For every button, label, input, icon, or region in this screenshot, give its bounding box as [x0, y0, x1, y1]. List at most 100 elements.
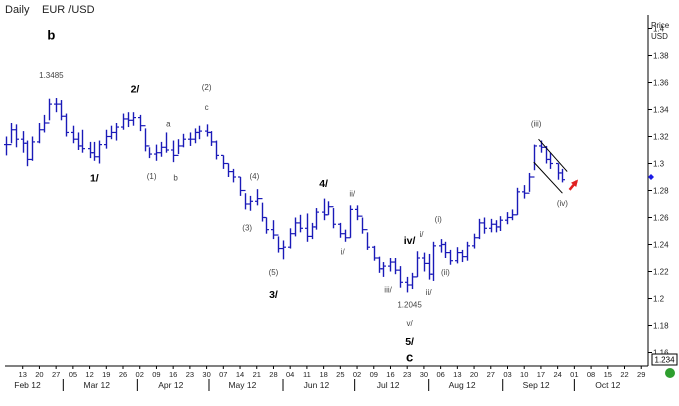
status-indicator-icon: [665, 368, 675, 378]
price-bar: [388, 258, 393, 272]
wave-label: 5/: [405, 336, 414, 348]
forecast-arrow-head: [570, 179, 579, 188]
price-bar: [281, 240, 286, 260]
month-label: Jul 12: [377, 380, 400, 390]
wave-label: iv/: [404, 235, 416, 247]
day-tick-label: 18: [319, 370, 327, 379]
day-tick-label: 22: [620, 370, 628, 379]
day-tick-label: 19: [102, 370, 110, 379]
price-bar: [398, 266, 403, 288]
price-bar: [505, 212, 510, 225]
price-bar: [126, 112, 131, 128]
price-bar: [448, 249, 453, 265]
price-tick-label: 1.34: [653, 106, 669, 115]
wave-label: i/: [420, 230, 425, 239]
day-tick-label: 30: [202, 370, 210, 379]
price-bar: [138, 114, 143, 132]
day-tick-label: 27: [52, 370, 60, 379]
wave-label: c: [406, 349, 413, 364]
wave-label: ii/: [349, 190, 356, 199]
price-bar: [9, 123, 14, 146]
price-bar: [4, 136, 9, 156]
day-tick-label: 25: [336, 370, 344, 379]
price-bar: [54, 98, 59, 113]
price-bar: [455, 247, 460, 264]
price-tick-label: 1.16: [653, 349, 669, 358]
price-bar: [25, 140, 30, 167]
price-tick-label: 1.28: [653, 187, 669, 196]
price-bar: [205, 124, 210, 137]
month-label: Aug 12: [449, 380, 476, 390]
day-tick-label: 17: [537, 370, 545, 379]
price-bar: [42, 114, 47, 133]
wave-label: v/: [406, 319, 413, 328]
time-ticks: 13 20 27 05 12 19 26 02 09 16 23 30 07 14 21 28 04 11 18 25…: [14, 366, 645, 391]
wave-label: 3/: [269, 289, 278, 301]
price-bar: [97, 140, 102, 164]
price-bar: [181, 133, 186, 148]
channel-lower-line: [533, 161, 563, 194]
price-bar: [271, 220, 276, 240]
month-label: Jun 12: [304, 380, 330, 390]
price-bar: [21, 131, 26, 153]
price-bar: [176, 139, 181, 156]
day-tick-label: 10: [520, 370, 528, 379]
price-bar: [460, 249, 465, 263]
wave-label: (2): [202, 83, 212, 92]
price-bar: [415, 251, 420, 278]
price-bar: [221, 154, 226, 169]
price-tick-label: 1.4: [653, 25, 665, 34]
price-bar: [121, 113, 126, 130]
wave-label: 1.3485: [39, 71, 64, 80]
price-bar: [410, 272, 415, 290]
price-bar: [377, 256, 382, 273]
wave-label: (ii): [441, 268, 450, 277]
wave-label: b: [173, 173, 178, 182]
day-tick-label: 15: [604, 370, 612, 379]
wave-label: 2/: [131, 84, 140, 96]
month-label: Apr 12: [158, 380, 183, 390]
price-tick-label: 1.38: [653, 52, 669, 61]
wave-label: ii/: [426, 288, 433, 297]
price-tick-label: 1.24: [653, 241, 669, 250]
price-bar: [443, 241, 448, 258]
wave-label: (i): [435, 215, 442, 224]
price-bar: [494, 220, 499, 233]
last-price-marker: [648, 174, 654, 180]
price-ticks: 1.16 1.18 1.2 1.22 1.24 1.26 1.28 1.3 1.32 1.34 1.…: [648, 25, 669, 358]
last-value-text: 1.234: [655, 356, 676, 365]
price-bar: [515, 187, 520, 216]
month-label: May 12: [228, 380, 256, 390]
price-bar: [338, 222, 343, 238]
price-bar: [365, 229, 370, 250]
day-tick-label: 30: [420, 370, 428, 379]
price-bar: [109, 125, 114, 140]
price-bar: [92, 141, 97, 161]
price-bars: [4, 98, 565, 293]
price-bar: [305, 213, 310, 242]
day-tick-label: 12: [85, 370, 93, 379]
price-bar: [104, 129, 109, 149]
price-tick-label: 1.26: [653, 214, 669, 223]
wave-labels: b 1.3485 2/1/ (1) a b (2) c (4) (3) (5) 3/4/ii/i/iv…: [39, 27, 568, 364]
price-bar: [527, 172, 532, 194]
price-bar: [326, 201, 331, 216]
price-tick-label: 1.18: [653, 322, 669, 331]
day-tick-label: 03: [503, 370, 511, 379]
price-bar: [47, 98, 52, 124]
day-tick-label: 01: [570, 370, 578, 379]
month-label: Sep 12: [523, 380, 550, 390]
day-tick-label: 23: [403, 370, 411, 379]
price-bar: [310, 222, 315, 240]
price-bar: [427, 253, 432, 280]
day-tick-label: 29: [637, 370, 645, 379]
price-bar: [164, 132, 169, 153]
day-tick-label: 14: [236, 370, 244, 379]
day-tick-label: 20: [35, 370, 43, 379]
price-bar: [197, 125, 202, 140]
price-bar: [209, 131, 214, 146]
price-bar: [372, 245, 377, 261]
last-price-diamond-icon: [648, 174, 654, 180]
price-bar: [248, 195, 253, 211]
